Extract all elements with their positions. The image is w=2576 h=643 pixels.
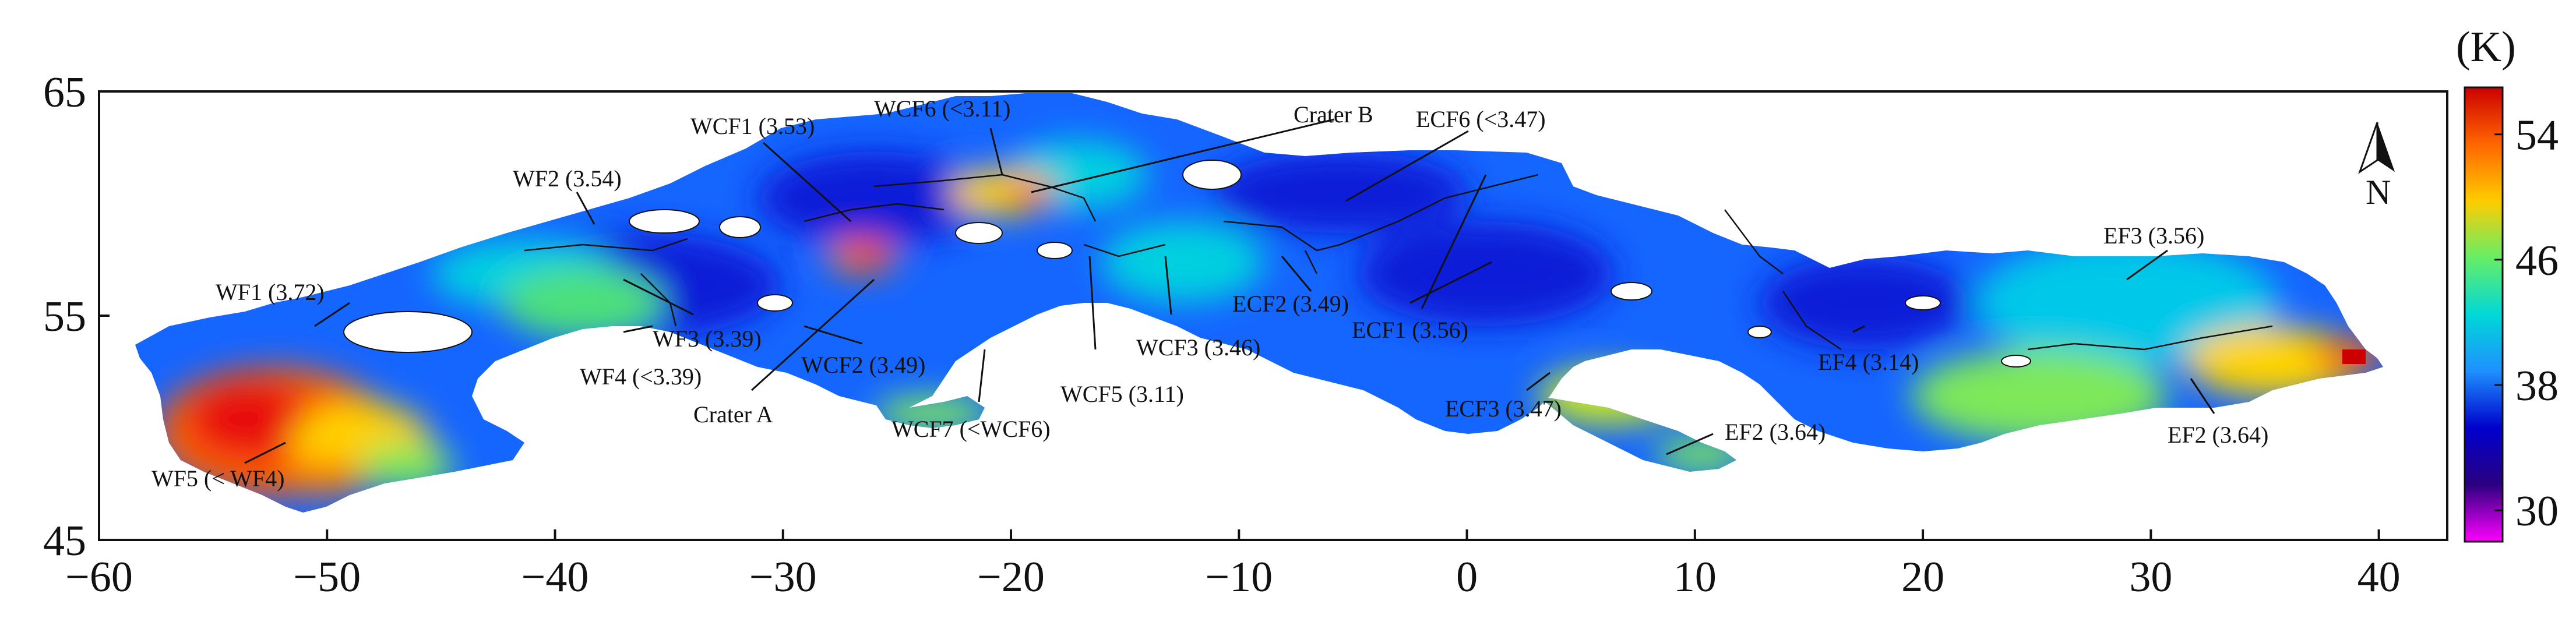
label-wf4: WF4 (<3.39) xyxy=(580,363,702,390)
y-axis-ticks: 65 55 45 xyxy=(43,69,110,565)
x-axis-ticks: −60 −50 −40 −30 −20 −10 0 10 20 30 40 xyxy=(65,529,2401,601)
label-ecf1: ECF1 (3.56) xyxy=(1352,317,1468,343)
north-label: N xyxy=(2366,173,2391,211)
colorbar-tick-label: 54 xyxy=(2515,112,2559,160)
colorbar-tick-label: 38 xyxy=(2515,362,2559,410)
colorbar-ticks: 54 46 38 30 xyxy=(2494,112,2559,535)
x-tick-label: −40 xyxy=(521,553,589,601)
data-gaps xyxy=(343,160,2031,368)
region-labels: WCF1 (3.53) WCF6 (<3.11) Crater B ECF6 (… xyxy=(151,96,2268,492)
label-wcf6: WCF6 (<3.11) xyxy=(874,96,1010,122)
label-wcf1: WCF1 (3.53) xyxy=(690,113,815,139)
label-crater-b: Crater B xyxy=(1294,101,1373,128)
label-crater-a: Crater A xyxy=(693,401,773,428)
x-tick-label: 20 xyxy=(1901,553,1944,601)
label-ecf2: ECF2 (3.49) xyxy=(1232,291,1349,317)
label-ef2-central: EF2 (3.64) xyxy=(1725,419,1826,445)
label-wcf2: WCF2 (3.49) xyxy=(801,352,925,378)
label-wf2: WF2 (3.54) xyxy=(513,165,622,192)
colorbar: 54 46 38 30 (K) xyxy=(2456,23,2559,543)
colorbar-tick-label: 46 xyxy=(2515,237,2559,285)
hotspot-east xyxy=(2342,349,2366,364)
label-ef3: EF3 (3.56) xyxy=(2103,222,2204,249)
x-tick-label: −10 xyxy=(1205,553,1273,601)
label-ef4: EF4 (3.14) xyxy=(1818,349,1919,375)
y-tick-label: 65 xyxy=(43,69,86,116)
x-tick-label: 0 xyxy=(1456,553,1478,601)
label-wcf7: WCF7 (<WCF6) xyxy=(891,416,1051,442)
label-wf1: WF1 (3.72) xyxy=(216,279,325,305)
colorbar-unit-label: (K) xyxy=(2456,23,2516,71)
label-wcf5: WCF5 (3.11) xyxy=(1060,381,1184,407)
label-ecf3: ECF3 (3.47) xyxy=(1445,395,1562,422)
x-tick-label: 10 xyxy=(1673,553,1717,601)
label-ecf6: ECF6 (<3.47) xyxy=(1416,106,1546,132)
x-tick-label: 30 xyxy=(2129,553,2172,601)
x-tick-label: −50 xyxy=(293,553,361,601)
x-tick-label: −60 xyxy=(65,553,133,601)
y-tick-label: 45 xyxy=(43,517,86,565)
x-tick-label: −20 xyxy=(977,553,1045,601)
x-tick-label: 40 xyxy=(2357,553,2401,601)
leader-lines xyxy=(244,118,2215,464)
label-ef2-east: EF2 (3.64) xyxy=(2168,422,2268,448)
colorbar-tick-label: 30 xyxy=(2515,487,2559,535)
colorbar-gradient xyxy=(2464,86,2504,543)
y-tick-label: 55 xyxy=(43,293,86,341)
label-wf5: WF5 (< WF4) xyxy=(151,465,284,492)
x-tick-label: −30 xyxy=(749,553,817,601)
label-wcf3: WCF3 (3.46) xyxy=(1136,334,1260,361)
north-arrow-icon: N xyxy=(2358,122,2395,211)
label-wf3: WF3 (3.39) xyxy=(653,326,762,352)
